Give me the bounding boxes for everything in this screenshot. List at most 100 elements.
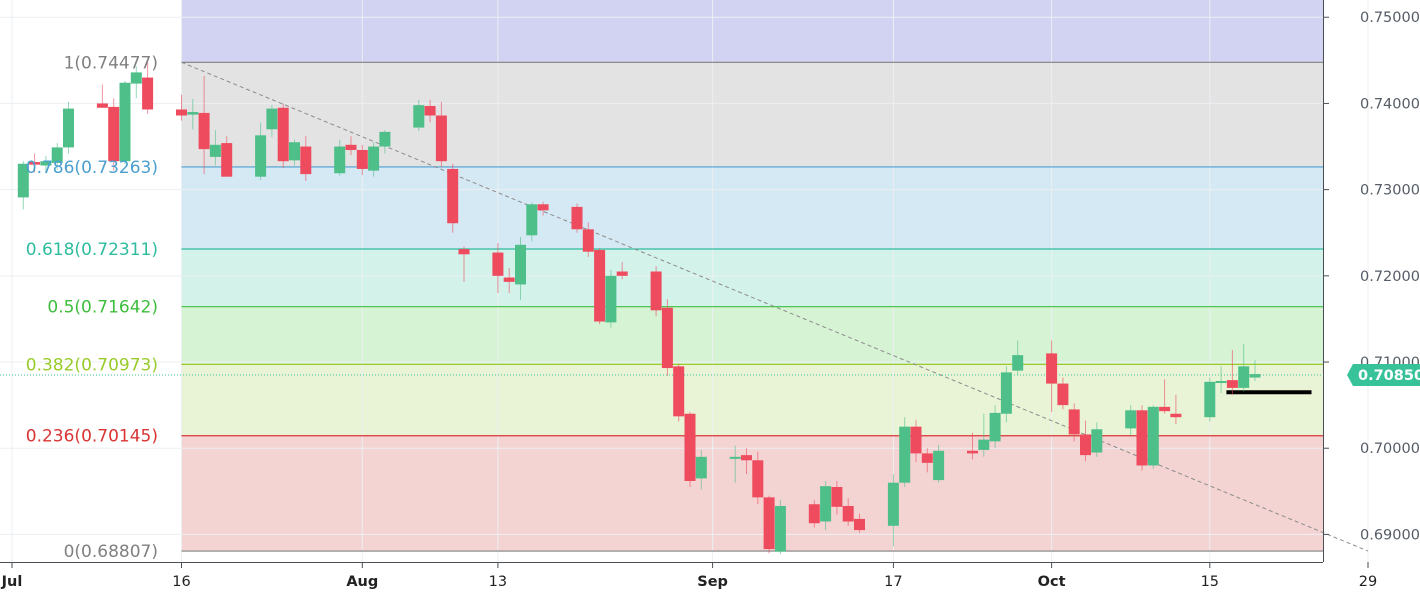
candle [1057,377,1069,410]
candle [51,143,63,170]
candle-body [458,249,470,255]
candle-body [571,206,583,230]
candle-body [187,112,199,115]
candle-body [933,450,945,481]
candle [176,94,187,121]
candle-body [1000,372,1012,414]
x-tick-label: Oct [1038,574,1066,590]
candle-body [899,426,911,483]
candle [989,405,1001,449]
candle-body [1091,429,1103,453]
candle-body [1125,410,1137,429]
candle-body [277,107,289,162]
fib-label-1: 1(0.74477) [64,53,158,73]
candle [1238,343,1250,392]
candle-body [582,229,594,252]
fib-labels: 1(0.74477) 0.786(0.73263) 0.618(0.72311) 0.… [26,53,158,562]
candle [910,419,922,463]
candle [187,99,199,130]
candle-body [503,277,515,282]
fib-label-0.5: 0.5(0.71642) [47,298,158,318]
candle [1204,377,1216,422]
candle [899,417,911,488]
candle-body [605,275,617,323]
candle-body [661,307,673,369]
candle [503,268,515,294]
candle [17,161,29,210]
fib-lines [181,61,1323,552]
fib-label-0: 0(0.68807) [64,542,158,562]
candle [594,248,606,325]
candle-body [266,108,278,130]
candle-body [515,244,526,285]
candle [1249,360,1261,381]
candle [831,480,843,515]
candle-body [684,413,696,481]
candle [435,101,447,168]
y-tick-label: 0.70000 [1360,441,1420,457]
candle [300,136,312,182]
candle [933,444,945,483]
candle-body [1057,383,1069,406]
candle [661,299,673,376]
candle-body [108,106,120,162]
candle-body [526,204,538,236]
candle [616,262,628,280]
candle [650,266,662,317]
x-tick-label: Jul [1,574,23,590]
candle [763,495,775,554]
candle-body [741,455,752,461]
candle-body [1159,406,1171,412]
candle-body [831,487,843,507]
candle-body [1204,381,1216,418]
candle-body [921,453,933,463]
candle-body [1249,374,1261,378]
candle-body [334,146,346,174]
candle-body [1147,406,1159,466]
candle [1136,405,1148,471]
candle-body [978,439,990,450]
candle [752,451,764,505]
candle [808,499,820,528]
candle [1125,405,1137,436]
candle [63,101,74,154]
candles [17,62,1261,555]
candle-body [142,77,154,110]
trend-layer [0,61,1369,552]
candle-body [729,456,741,459]
candle [515,237,526,300]
fib-label-0.786: 0.786(0.73263) [26,158,158,178]
candle-body [594,249,606,322]
candle-body [673,366,685,417]
candle [1147,405,1159,469]
candle-body [176,109,187,116]
candle [820,480,832,531]
fib-label-0.382: 0.382(0.70973) [26,355,158,375]
candle [1159,379,1171,414]
candle-body [255,135,267,177]
candle [537,201,549,216]
current-price-tag-text: 0.70850 [1358,368,1420,384]
candle-body [842,505,854,522]
candle-body [345,144,357,150]
candle [119,81,131,164]
y-tick-label: 0.75000 [1360,10,1420,26]
candle [1170,394,1182,425]
candle-body [435,115,447,162]
candle [142,62,154,114]
candle [1046,340,1058,413]
candle [368,142,380,177]
x-tick-label: Sep [697,574,728,590]
y-tick-label: 0.74000 [1360,96,1420,112]
candle [978,413,990,457]
candle [356,144,368,175]
candle [673,363,685,422]
candle [774,499,786,555]
x-tick-label: 16 [172,574,190,590]
candle-body [808,504,820,524]
fib-zone-0.786 [181,166,1323,250]
candle-body [695,456,707,479]
candle-body [96,103,108,108]
candle [289,139,300,166]
fib-label-0.236: 0.236(0.70145) [26,427,158,447]
